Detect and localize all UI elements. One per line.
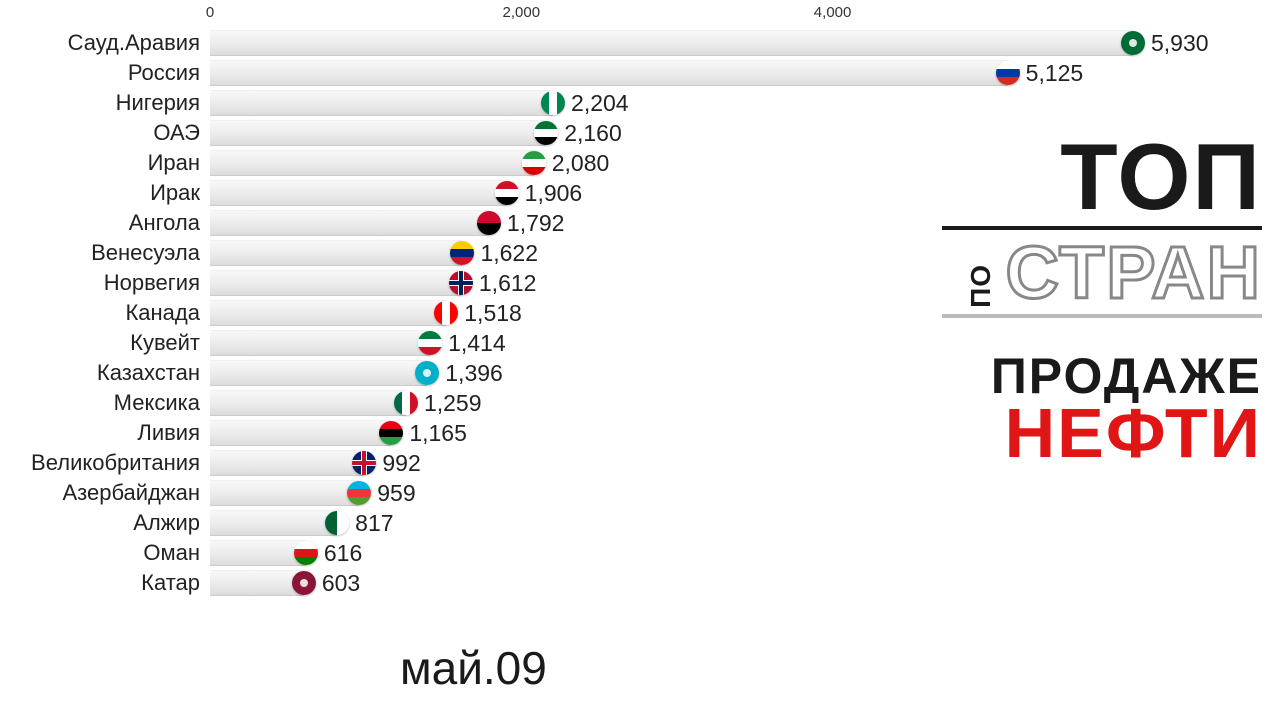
bar-label: Оман: [0, 538, 205, 568]
bar-fill: [210, 270, 461, 296]
bar-label: Мексика: [0, 388, 205, 418]
bar-value: 817: [355, 508, 393, 538]
bar-row: Азербайджан 959: [0, 478, 1280, 508]
bar-value: 1,622: [480, 238, 538, 268]
title-prod: ПРОДАЖЕ: [942, 353, 1262, 401]
bar-fill: [210, 240, 462, 266]
bar-value: 992: [382, 448, 420, 478]
flag-icon: [292, 571, 316, 595]
bar-fill: [210, 390, 406, 416]
bar-value: 1,612: [479, 268, 537, 298]
bar-value: 5,125: [1026, 58, 1084, 88]
bar-value: 1,414: [448, 328, 506, 358]
title-po: ПО: [965, 264, 997, 308]
bar-row: Россия 5,125: [0, 58, 1280, 88]
bar-value: 603: [322, 568, 360, 598]
bar-value: 1,259: [424, 388, 482, 418]
bar-fill: [210, 360, 427, 386]
bar-value: 1,165: [409, 418, 467, 448]
bar-label: Сауд.Аравия: [0, 28, 205, 58]
bar-value: 616: [324, 538, 362, 568]
flag-icon: [352, 451, 376, 475]
bar-fill: [210, 60, 1008, 86]
title-block: ТОП ПО СТРАН ПРОДАЖЕ НЕФТИ: [942, 135, 1262, 467]
flag-icon: [418, 331, 442, 355]
axis-tick: 2,000: [503, 4, 541, 21]
bar-label: Норвегия: [0, 268, 205, 298]
flag-icon: [477, 211, 501, 235]
title-stran: СТРАН: [1005, 238, 1262, 308]
bar-label: Великобритания: [0, 448, 205, 478]
flag-icon: [450, 241, 474, 265]
flag-icon: [449, 271, 473, 295]
flag-icon: [347, 481, 371, 505]
flag-icon: [415, 361, 439, 385]
bar-label: Ангола: [0, 208, 205, 238]
bar-fill: [210, 330, 430, 356]
bar-label: Нигерия: [0, 88, 205, 118]
axis-tick: 4,000: [814, 4, 852, 21]
bar-label: ОАЭ: [0, 118, 205, 148]
flag-icon: [495, 181, 519, 205]
bar-fill: [210, 30, 1133, 56]
bar-value: 5,930: [1151, 28, 1209, 58]
bar-value: 1,518: [464, 298, 522, 328]
bar-label: Россия: [0, 58, 205, 88]
flag-icon: [325, 511, 349, 535]
bar-row: Катар 603: [0, 568, 1280, 598]
flag-icon: [1121, 31, 1145, 55]
bar-value: 1,792: [507, 208, 565, 238]
x-axis: 02,0004,000: [210, 0, 1280, 25]
bar-label: Канада: [0, 298, 205, 328]
bar-label: Катар: [0, 568, 205, 598]
bar-value: 1,906: [525, 178, 583, 208]
title-top: ТОП: [942, 135, 1262, 230]
bar-value: 2,160: [564, 118, 622, 148]
flag-icon: [394, 391, 418, 415]
flag-icon: [379, 421, 403, 445]
bar-fill: [210, 90, 553, 116]
bar-fill: [210, 540, 306, 566]
bar-fill: [210, 420, 391, 446]
flag-icon: [294, 541, 318, 565]
bar-fill: [210, 510, 337, 536]
bar-label: Кувейт: [0, 328, 205, 358]
bar-fill: [210, 450, 364, 476]
bar-value: 1,396: [445, 358, 503, 388]
bar-fill: [210, 150, 534, 176]
title-mid: ПО СТРАН: [942, 230, 1262, 318]
bar-value: 2,080: [552, 148, 610, 178]
bar-label: Иран: [0, 148, 205, 178]
bar-value: 959: [377, 478, 415, 508]
flag-icon: [541, 91, 565, 115]
bar-fill: [210, 300, 446, 326]
bar-fill: [210, 180, 507, 206]
bar-label: Ливия: [0, 418, 205, 448]
flag-icon: [534, 121, 558, 145]
title-oil: НЕФТИ: [942, 400, 1262, 467]
bar-row: Сауд.Аравия 5,930: [0, 28, 1280, 58]
bar-value: 2,204: [571, 88, 629, 118]
bar-fill: [210, 570, 304, 596]
bar-label: Венесуэла: [0, 238, 205, 268]
bar-label: Азербайджан: [0, 478, 205, 508]
date-label: май.09: [400, 641, 547, 695]
flag-icon: [434, 301, 458, 325]
axis-tick: 0: [206, 4, 214, 21]
bar-row: Оман 616: [0, 538, 1280, 568]
bar-fill: [210, 120, 546, 146]
flag-icon: [996, 61, 1020, 85]
bar-row: Алжир 817: [0, 508, 1280, 538]
bar-label: Ирак: [0, 178, 205, 208]
bar-row: Нигерия 2,204: [0, 88, 1280, 118]
bar-label: Алжир: [0, 508, 205, 538]
bar-fill: [210, 480, 359, 506]
bar-label: Казахстан: [0, 358, 205, 388]
bar-fill: [210, 210, 489, 236]
flag-icon: [522, 151, 546, 175]
